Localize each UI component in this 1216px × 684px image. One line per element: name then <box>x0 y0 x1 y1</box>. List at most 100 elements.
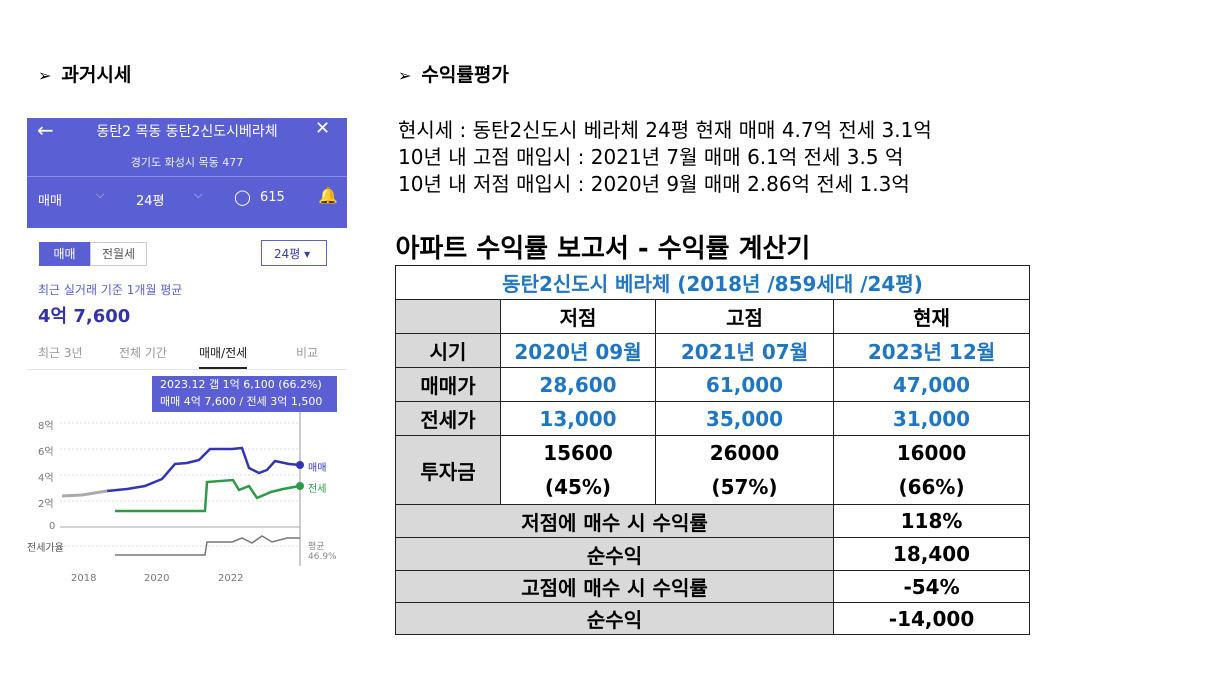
divider <box>27 369 347 370</box>
data-row: 시기 2020년 09월 2021년 07월 2023년 12월 <box>395 333 1031 368</box>
chevron: ⌵ <box>194 188 203 201</box>
divider <box>27 176 347 177</box>
summary-label: 고점에 매수 시 수익률 <box>395 570 834 603</box>
x-label: 2020 <box>144 573 170 584</box>
sale-dot <box>296 461 304 469</box>
cell-line: (45%) <box>544 475 612 499</box>
row-label: 전세가 <box>395 401 501 436</box>
cell-line: (57%) <box>711 475 778 499</box>
data-row: 전세가 13,000 35,000 31,000 <box>395 401 1031 436</box>
summary-value: -54% <box>832 570 1031 603</box>
back-icon: ← <box>37 118 54 142</box>
tab[interactable]: 비교 <box>296 346 319 360</box>
cell: 47,000 <box>832 367 1031 402</box>
corner-cell <box>395 299 501 334</box>
summary-row: 순수익 18,400 <box>395 537 1031 571</box>
calc-table: 아파트 수익률 보고서 - 수익률 계산기 동탄2신도시 베라체 (2018년 … <box>394 228 1031 635</box>
section-heading: ➢ 과거시세 <box>38 64 132 86</box>
series-label: 전세 <box>308 484 327 495</box>
table-subtitle: 동탄2신도시 베라체 (2018년 /859세대 /24평) <box>394 265 1031 300</box>
tooltip: 2023.12 갭 1억 6,100 (66.2%) 매매 4억 7,600 /… <box>152 376 337 412</box>
comment-icon: ◯ <box>234 188 251 206</box>
price-chart <box>60 412 304 566</box>
series-label: 매매 <box>308 463 327 474</box>
subtitle-row: 동탄2신도시 베라체 (2018년 /859세대 /24평) <box>394 265 1031 300</box>
cell-line: (66%) <box>898 475 965 499</box>
summary-value: -14,000 <box>832 602 1031 635</box>
y-label: 8억 <box>38 421 54 432</box>
tab[interactable]: 최근 3년 <box>38 346 83 360</box>
cell: 31,000 <box>832 401 1031 436</box>
close-icon: ✕ <box>315 118 331 139</box>
ratio-avg-value: 46.9% <box>308 552 337 562</box>
jeonse-dot <box>296 482 304 490</box>
tooltip-line: 매매 4억 7,600 / 전세 3억 1,500 <box>160 395 323 408</box>
chevron: ⌵ <box>96 188 105 201</box>
title-row: 아파트 수익률 보고서 - 수익률 계산기 <box>395 228 1030 266</box>
filter: 24평 <box>136 194 165 209</box>
summary-line: 10년 내 저점 매입시 : 2020년 9월 매매 2.86억 전세 1.3억 <box>398 172 910 196</box>
ratio-avg-label: 평균 <box>308 542 325 552</box>
row-label: 매매가 <box>395 367 501 402</box>
cell: 2020년 09월 <box>500 333 656 368</box>
summary-value: 18,400 <box>832 537 1031 571</box>
tab-active[interactable]: 매매/전세 <box>199 344 248 369</box>
summary-row: 순수익 -14,000 <box>395 602 1031 635</box>
y-label: 4억 <box>38 473 54 484</box>
row-label: 시기 <box>395 333 501 368</box>
sale-line-old <box>61 489 108 498</box>
avg-value: 4억 7,600 <box>38 306 131 327</box>
data-row: 투자금 15600 (45%) 26000 (57%) 16000 (66%) <box>395 435 1031 505</box>
cell-line: 16000 <box>896 441 967 465</box>
cell: 35,000 <box>655 401 834 436</box>
summary-line: 10년 내 고점 매입시 : 2021년 7월 매매 6.1억 전세 3.5 억 <box>398 145 904 169</box>
app-screenshot: ← 동탄2 목동 동탄2신도시베라체 ✕ 경기도 화성시 목동 477 매매 ⌵… <box>27 118 347 590</box>
ratio-label: 전세가율 <box>27 543 64 554</box>
x-label: 2018 <box>71 573 97 584</box>
app-title: 동탄2 목동 동탄2신도시베라체 <box>96 124 278 140</box>
toggle-active[interactable]: 매매 <box>39 242 90 266</box>
table-body: 아파트 수익률 보고서 - 수익률 계산기 동탄2신도시 베라체 (2018년 … <box>394 228 1031 635</box>
bell-icon: 🔔 <box>318 186 338 205</box>
summary-row: 저점에 매수 시 수익률 118% <box>395 504 1031 538</box>
sale-line <box>106 446 301 493</box>
y-label: 6억 <box>38 447 54 458</box>
summary-value: 118% <box>832 504 1031 538</box>
ratio-line <box>115 535 300 556</box>
cell: 28,600 <box>500 367 656 402</box>
toggle[interactable]: 전월세 <box>90 242 147 266</box>
y-label: 2억 <box>38 499 54 510</box>
column-header: 저점 <box>500 299 656 334</box>
tab[interactable]: 전체 기간 <box>119 346 167 360</box>
jeonse-line <box>115 478 301 513</box>
cell-line: 15600 <box>543 441 613 465</box>
heading-text: 과거시세 <box>61 64 132 86</box>
y-label: 0 <box>49 521 56 532</box>
select-text: 24평 <box>274 247 301 261</box>
cell: 2021년 07월 <box>655 333 834 368</box>
column-header: 고점 <box>655 299 834 334</box>
summary-label: 순수익 <box>395 602 834 635</box>
app-header: ← 동탄2 목동 동탄2신도시베라체 ✕ 경기도 화성시 목동 477 매매 ⌵… <box>27 118 347 228</box>
table-title: 아파트 수익률 보고서 - 수익률 계산기 <box>395 228 1030 266</box>
summary-lines: 현시세 : 동탄2신도시 베라체 24평 현재 매매 4.7억 전세 3.1억 … <box>398 117 932 198</box>
cell: 2023년 12월 <box>832 333 1031 368</box>
summary-label: 순수익 <box>395 537 834 571</box>
row-label: 투자금 <box>395 435 501 505</box>
x-label: 2022 <box>218 573 244 584</box>
cell-line: 26000 <box>709 441 780 465</box>
cell: 16000 (66%) <box>832 435 1031 505</box>
size-select[interactable]: 24평 ▾ <box>261 240 327 266</box>
filter: 615 <box>260 190 285 205</box>
cell: 15600 (45%) <box>500 435 656 505</box>
tooltip-line: 2023.12 갭 1억 6,100 (66.2%) <box>160 378 322 391</box>
section-heading: ➢ 수익률평가 <box>398 64 509 86</box>
heading-text: 수익률평가 <box>421 64 509 86</box>
ratio-avg: 평균 46.9% <box>308 542 337 562</box>
filter: 매매 <box>38 194 62 209</box>
cell: 26000 (57%) <box>655 435 834 505</box>
header-row: 저점 고점 현재 <box>395 299 1031 334</box>
cell: 61,000 <box>655 367 834 402</box>
summary-row: 고점에 매수 시 수익률 -54% <box>395 570 1031 603</box>
